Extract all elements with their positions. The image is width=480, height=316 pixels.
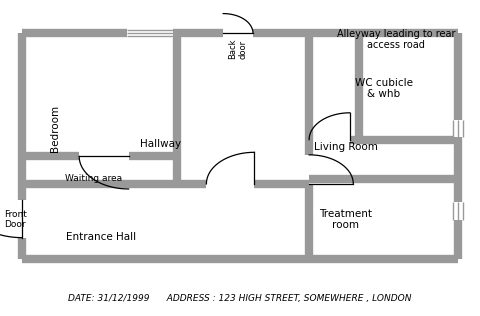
Text: Treatment
room: Treatment room	[319, 209, 372, 230]
Text: Bedroom: Bedroom	[50, 104, 60, 152]
Text: Alleyway leading to rear
access road: Alleyway leading to rear access road	[337, 29, 455, 50]
Text: DATE: 31/12/1999      ADDRESS : 123 HIGH STREET, SOMEWHERE , LONDON: DATE: 31/12/1999 ADDRESS : 123 HIGH STRE…	[68, 294, 412, 303]
Text: Living Room: Living Room	[313, 142, 378, 152]
Text: Entrance Hall: Entrance Hall	[66, 232, 136, 242]
Text: Waiting area: Waiting area	[65, 174, 122, 183]
Text: Back
door: Back door	[228, 39, 248, 59]
Text: Hallway: Hallway	[140, 139, 181, 149]
Text: WC cubicle
& whb: WC cubicle & whb	[355, 78, 413, 99]
Text: Front
Door: Front Door	[4, 210, 27, 229]
